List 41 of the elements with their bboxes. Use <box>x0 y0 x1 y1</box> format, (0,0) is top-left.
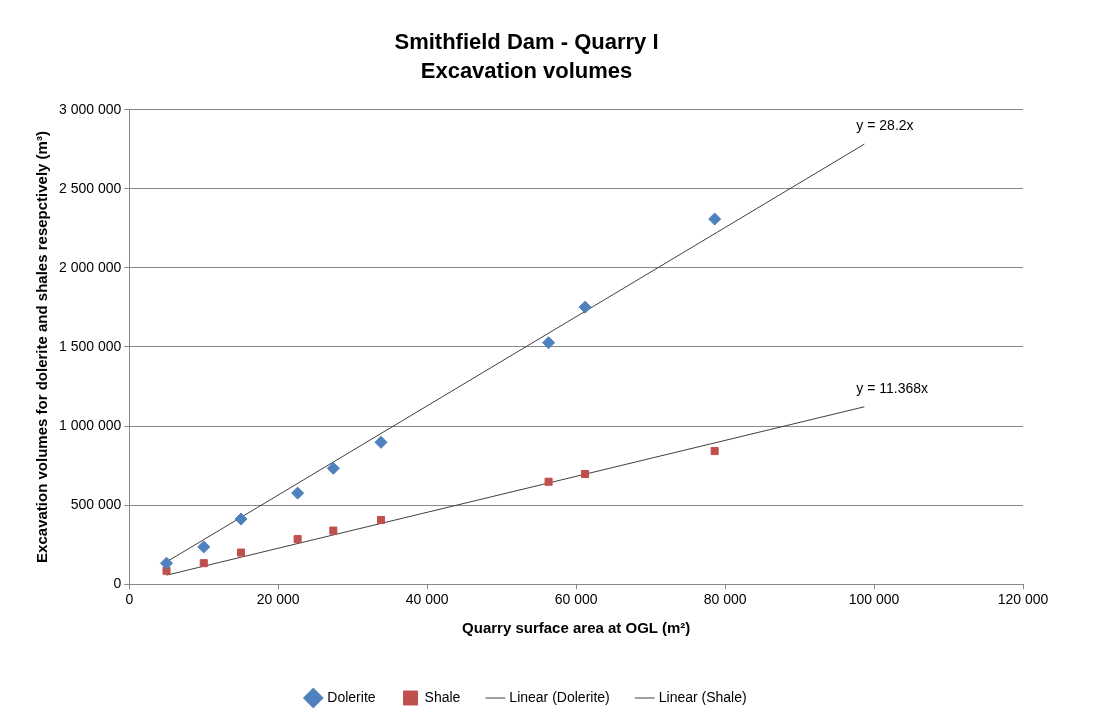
legend-label: Shale <box>424 688 461 705</box>
point <box>329 526 338 535</box>
point <box>581 469 590 479</box>
y-tick-label: 1 000 000 <box>58 416 122 433</box>
point <box>291 486 305 500</box>
y-tick-label: 3 000 000 <box>58 100 122 117</box>
x-tick-label: 60 000 <box>554 591 598 608</box>
chart-subtitle: Excavation volumes <box>420 57 633 83</box>
point <box>236 548 246 557</box>
x-axis-title: Quarry surface area at OGL (m²) <box>462 619 691 637</box>
point <box>708 212 722 226</box>
point <box>376 515 386 525</box>
legend-label: Dolerite <box>327 688 376 705</box>
x-tick-label: 120 000 <box>997 591 1049 608</box>
annotation: y = 11.368x <box>856 379 929 396</box>
point <box>542 336 556 350</box>
x-tick-label: 0 <box>125 591 134 608</box>
point <box>234 512 248 526</box>
y-tick-label: 2 500 000 <box>58 179 122 196</box>
point <box>710 447 719 456</box>
point <box>326 461 340 475</box>
x-tick-label: 80 000 <box>703 591 747 608</box>
legend-label: Linear (Shale) <box>658 688 747 705</box>
annotation: y = 28.2x <box>856 116 914 133</box>
chart-title: Smithfield Dam - Quarry I <box>394 29 659 55</box>
point <box>199 559 208 568</box>
point <box>578 300 592 314</box>
legend-label: Linear (Dolerite) <box>509 688 610 705</box>
x-tick-label: 20 000 <box>256 591 300 608</box>
y-axis-title: Excavation volumes for dolerite and shales resepctively (m³) <box>33 131 51 563</box>
point <box>293 535 302 544</box>
point <box>544 477 553 486</box>
x-tick-label: 40 000 <box>405 591 449 608</box>
y-tick-label: 2 000 000 <box>58 258 122 275</box>
x-tick-label: 100 000 <box>848 591 900 608</box>
y-tick-label: 0 <box>113 575 122 592</box>
point <box>160 556 174 570</box>
point <box>374 435 388 449</box>
point <box>197 540 211 554</box>
y-tick-label: 500 000 <box>70 495 122 512</box>
y-tick-label: 1 500 000 <box>58 337 122 354</box>
